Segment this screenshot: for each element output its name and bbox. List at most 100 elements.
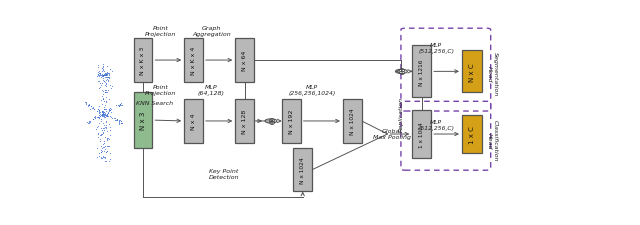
Point [100,112,110,116]
Text: MLP
(256,256,1024): MLP (256,256,1024) [289,85,336,96]
Point [106,85,116,88]
Point [97,155,108,158]
Point [102,139,112,142]
Point [100,124,111,128]
Bar [462,51,482,93]
Point [111,104,121,107]
Point [97,157,108,160]
Point [99,111,109,114]
Point [93,108,104,112]
Point [99,156,109,159]
Point [100,125,111,129]
Point [104,151,115,155]
Point [99,108,109,112]
Point [105,68,115,72]
Point [109,117,119,120]
Point [102,112,112,116]
Bar [184,39,203,82]
Point [99,99,109,103]
Point [99,114,109,118]
Point [116,121,126,125]
Point [99,107,109,111]
Point [93,108,103,112]
Point [93,114,104,118]
Point [97,67,107,71]
Point [109,117,120,120]
Point [95,74,105,78]
Point [97,110,108,113]
Point [97,82,107,86]
Point [100,81,110,84]
Point [106,115,116,119]
Point [102,130,112,133]
Text: MLP
(512,256,C): MLP (512,256,C) [418,43,454,54]
Point [97,114,108,117]
Point [90,116,100,119]
Point [95,86,106,90]
Text: N x 1024: N x 1024 [350,108,355,135]
Point [102,114,112,118]
Point [110,118,120,122]
Bar [462,115,482,153]
Point [98,89,108,93]
Point [86,105,96,109]
Point [98,111,108,115]
Text: N x 128: N x 128 [242,109,247,133]
Point [97,149,108,153]
Point [101,114,111,118]
Point [104,77,115,81]
Point [112,118,122,122]
Point [116,119,126,123]
Point [99,112,109,116]
Text: 1 x C: 1 x C [469,126,475,143]
Point [98,122,108,125]
Point [101,137,111,141]
Point [104,160,114,163]
Point [100,72,111,76]
Text: N x K x 4: N x K x 4 [191,47,196,75]
Point [98,63,108,67]
Point [95,72,105,75]
Point [102,149,112,153]
Bar [293,148,312,192]
Point [94,75,104,78]
Point [88,118,98,122]
Point [95,82,105,86]
Point [92,126,102,129]
Point [99,113,109,117]
Point [97,70,107,74]
Point [104,84,115,88]
Point [84,104,94,107]
Point [103,112,113,115]
Point [101,110,111,114]
Point [90,115,100,119]
Point [80,101,90,104]
Point [93,135,103,139]
Point [99,110,109,114]
Point [99,74,109,78]
Point [98,98,108,101]
Point [96,157,106,160]
Point [100,83,110,87]
Point [102,137,113,140]
Point [95,72,106,76]
Point [95,112,106,116]
Point [98,111,108,115]
Point [93,70,104,74]
Bar [134,39,152,82]
Bar [343,100,362,143]
Point [99,79,109,83]
Point [113,119,124,122]
Point [93,131,103,135]
Point [113,104,124,108]
Point [89,108,99,111]
Point [96,145,106,148]
Point [97,74,108,77]
Point [116,104,126,107]
Point [99,74,109,77]
Point [100,147,110,151]
Point [96,134,106,137]
Point [95,73,105,77]
Point [102,113,112,117]
Point [90,117,100,121]
